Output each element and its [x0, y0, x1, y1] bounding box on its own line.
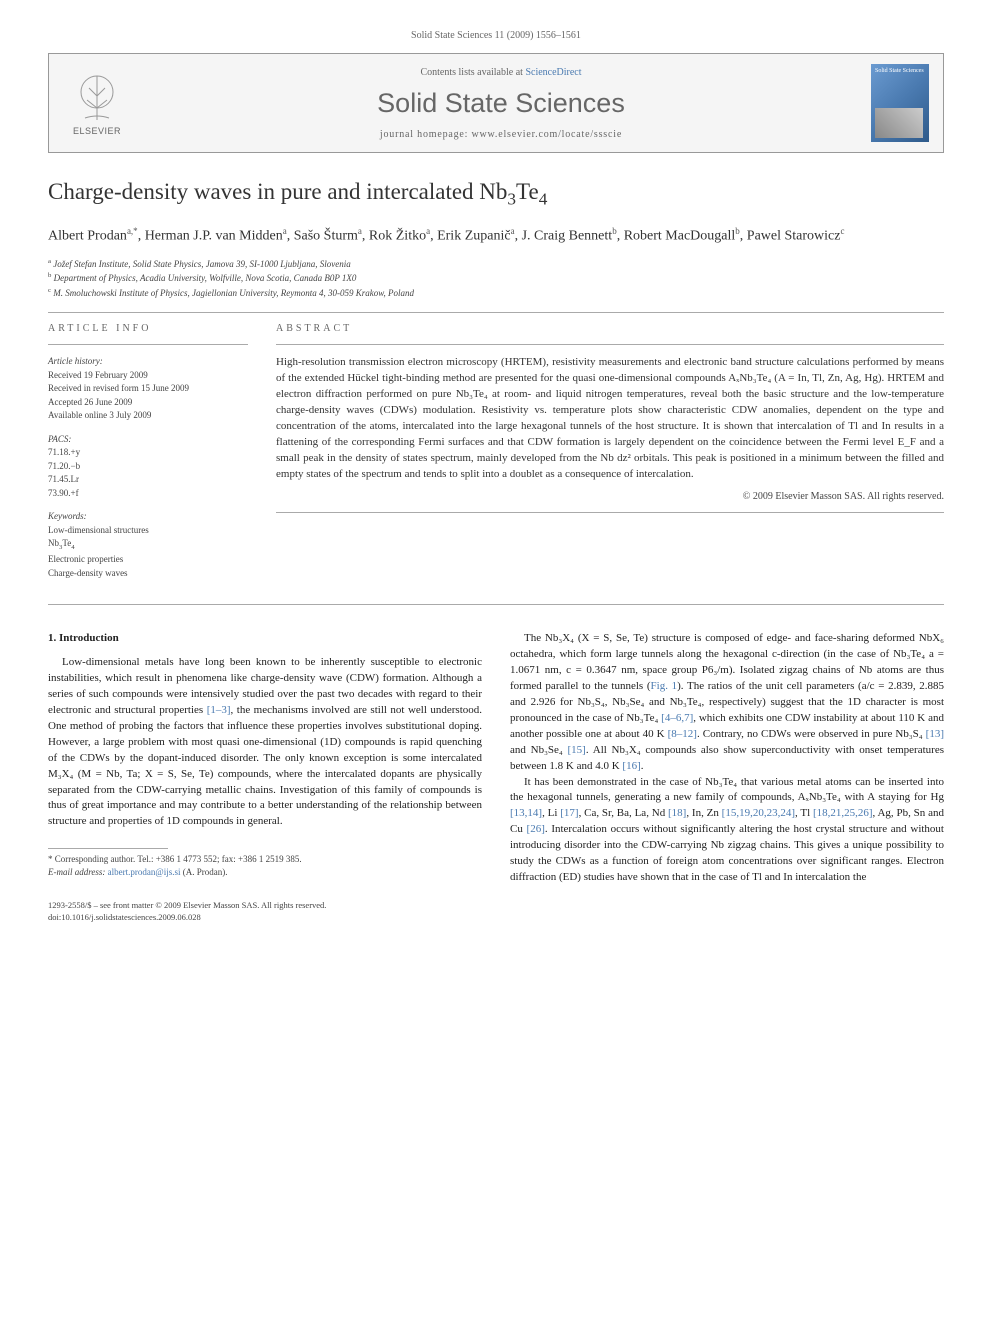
rule-mid: [48, 604, 944, 605]
ref-18[interactable]: [18]: [668, 807, 686, 819]
pacs-1: 71.18.+y: [48, 446, 248, 460]
contents-label: Contents lists available at: [420, 67, 525, 78]
fig-1-link[interactable]: Fig. 1: [651, 680, 678, 692]
right-text-2b: , Li: [542, 807, 560, 819]
keyword-3: Electronic properties: [48, 553, 248, 567]
online-date: Available online 3 July 2009: [48, 409, 248, 423]
right-column: The Nb₃X₄ (X = S, Se, Te) structure is c…: [510, 631, 944, 886]
ref-1-3[interactable]: [1–3]: [207, 704, 231, 716]
revised-date: Received in revised form 15 June 2009: [48, 382, 248, 396]
corresponding-author: * Corresponding author. Tel.: +386 1 477…: [48, 853, 482, 866]
rule-top: [48, 312, 944, 313]
right-text-2c: , Ca, Sr, Ba, La, Nd: [579, 807, 668, 819]
affiliation-b-text: Department of Physics, Acadia University…: [54, 273, 357, 283]
cover-title: Solid State Sciences: [875, 68, 925, 75]
ref-15[interactable]: [15]: [568, 744, 586, 756]
ref-13-14[interactable]: [13,14]: [510, 807, 542, 819]
article-history: Article history: Received 19 February 20…: [48, 355, 248, 423]
pacs-2: 71.20.−b: [48, 460, 248, 474]
article-title: Charge-density waves in pure and interca…: [48, 177, 944, 211]
right-paragraph-1: The Nb₃X₄ (X = S, Se, Te) structure is c…: [510, 631, 944, 774]
email-line: E-mail address: albert.prodan@ijs.si (A.…: [48, 866, 482, 879]
copyright-footer: 1293-2558/$ – see front matter © 2009 El…: [48, 900, 944, 912]
received-date: Received 19 February 2009: [48, 369, 248, 383]
ref-18-26[interactable]: [18,21,25,26]: [813, 807, 873, 819]
title-text: Charge-density waves in pure and interca…: [48, 179, 547, 204]
right-text-2g: . Intercalation occurs without significa…: [510, 823, 944, 883]
ref-4-7[interactable]: [4–6,7]: [661, 712, 693, 724]
ref-16[interactable]: [16]: [622, 760, 640, 772]
sciencedirect-link[interactable]: ScienceDirect: [525, 67, 581, 78]
intro-paragraph-1: Low-dimensional metals have long been kn…: [48, 655, 482, 830]
journal-cover-thumbnail: Solid State Sciences: [871, 64, 929, 142]
history-label: Article history:: [48, 355, 248, 369]
right-text-1d: . Contrary, no CDWs were observed in pur…: [697, 728, 926, 740]
email-link[interactable]: albert.prodan@ijs.si: [108, 867, 181, 877]
cover-image: [875, 108, 923, 138]
pacs-4: 73.90.+f: [48, 487, 248, 501]
article-info-head: ARTICLE INFO: [48, 323, 248, 334]
ref-8-12[interactable]: [8–12]: [668, 728, 697, 740]
accepted-date: Accepted 26 June 2009: [48, 396, 248, 410]
elsevier-label: ELSEVIER: [73, 126, 121, 136]
ref-13[interactable]: [13]: [926, 728, 944, 740]
ref-17[interactable]: [17]: [560, 807, 578, 819]
contents-line: Contents lists available at ScienceDirec…: [147, 67, 855, 78]
article-info-column: ARTICLE INFO Article history: Received 1…: [48, 323, 248, 590]
keyword-2: Nb3Te4: [48, 537, 248, 553]
left-column: 1. Introduction Low-dimensional metals h…: [48, 631, 482, 886]
rule-abstract-bottom: [276, 512, 944, 513]
right-paragraph-2: It has been demonstrated in the case of …: [510, 775, 944, 887]
right-text-2a: It has been demonstrated in the case of …: [510, 776, 944, 804]
affiliation-c-text: M. Smoluchowski Institute of Physics, Ja…: [53, 288, 414, 298]
pacs-3: 71.45.Lr: [48, 473, 248, 487]
rule-info: [48, 344, 248, 345]
pacs-block: PACS: 71.18.+y 71.20.−b 71.45.Lr 73.90.+…: [48, 433, 248, 501]
abstract-column: ABSTRACT High-resolution transmission el…: [276, 323, 944, 590]
pacs-label: PACS:: [48, 433, 248, 447]
right-text-2d: , In, Zn: [686, 807, 721, 819]
doi-line: doi:10.1016/j.solidstatesciences.2009.06…: [48, 912, 944, 924]
running-header: Solid State Sciences 11 (2009) 1556–1561: [48, 30, 944, 41]
right-text-2e: , Tl: [795, 807, 813, 819]
author-list: Albert Prodana,*, Herman J.P. van Midden…: [48, 225, 944, 247]
section-heading: 1. Introduction: [48, 631, 482, 647]
affiliation-a: a Jožef Stefan Institute, Solid State Ph…: [48, 257, 944, 272]
affiliation-c: c M. Smoluchowski Institute of Physics, …: [48, 286, 944, 301]
journal-header-box: ELSEVIER Contents lists available at Sci…: [48, 53, 944, 153]
journal-title: Solid State Sciences: [147, 88, 855, 119]
intro-text-1b: , the mechanisms involved are still not …: [48, 704, 482, 828]
body-columns: 1. Introduction Low-dimensional metals h…: [48, 631, 944, 886]
right-text-1g: .: [641, 760, 644, 772]
keyword-1: Low-dimensional structures: [48, 524, 248, 538]
section-title: Introduction: [59, 632, 119, 644]
page: Solid State Sciences 11 (2009) 1556–1561…: [0, 0, 992, 954]
info-abstract-row: ARTICLE INFO Article history: Received 1…: [48, 323, 944, 590]
keyword-4: Charge-density waves: [48, 567, 248, 581]
affiliation-b: b Department of Physics, Acadia Universi…: [48, 271, 944, 286]
ref-15-24[interactable]: [15,19,20,23,24]: [722, 807, 795, 819]
affiliation-a-text: Jožef Stefan Institute, Solid State Phys…: [53, 259, 350, 269]
affiliations: a Jožef Stefan Institute, Solid State Ph…: [48, 257, 944, 301]
elsevier-tree-icon: [69, 70, 125, 126]
right-text-1e: and Nb₃Se₄: [510, 744, 568, 756]
footnote-rule: [48, 848, 168, 849]
abstract-text: High-resolution transmission electron mi…: [276, 355, 944, 483]
elsevier-logo: ELSEVIER: [63, 64, 131, 142]
keywords-label: Keywords:: [48, 510, 248, 524]
keywords-block: Keywords: Low-dimensional structures Nb3…: [48, 510, 248, 580]
rule-abstract-top: [276, 344, 944, 345]
section-number: 1.: [48, 632, 56, 644]
page-footer: 1293-2558/$ – see front matter © 2009 El…: [48, 900, 944, 924]
journal-homepage[interactable]: journal homepage: www.elsevier.com/locat…: [147, 129, 855, 140]
ref-26[interactable]: [26]: [527, 823, 545, 835]
abstract-head: ABSTRACT: [276, 323, 944, 334]
journal-center: Contents lists available at ScienceDirec…: [147, 67, 855, 140]
copyright-line: © 2009 Elsevier Masson SAS. All rights r…: [276, 491, 944, 502]
